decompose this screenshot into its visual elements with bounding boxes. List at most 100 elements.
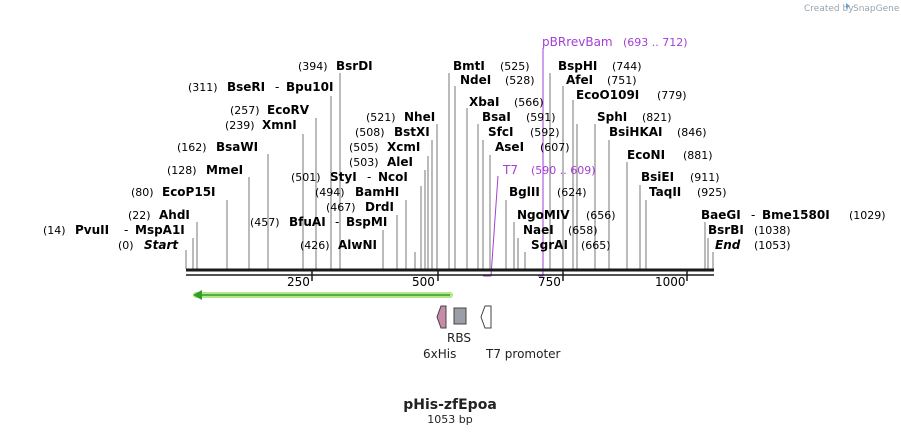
enzyme-position: (14) <box>43 224 66 237</box>
enzyme-name[interactable]: BsaI <box>482 110 511 124</box>
ruler-label: 250 <box>287 275 310 289</box>
enzyme-position: (846) <box>677 126 707 139</box>
enzyme-position: (503) <box>349 156 379 169</box>
features: 6xHis RBS T7 promoter <box>423 305 561 361</box>
primer-range: (693 .. 712) <box>623 36 688 49</box>
enzyme-position: (128) <box>167 164 197 177</box>
enzyme-separator: - <box>124 223 128 237</box>
primer-range: (590 .. 609) <box>531 164 596 177</box>
enzyme-name[interactable]: NheI <box>404 110 435 124</box>
enzyme-name[interactable]: PvuII <box>75 223 109 237</box>
enzyme-separator: - <box>335 215 339 229</box>
enzyme-name-secondary[interactable]: Bme1580I <box>762 208 830 222</box>
enzyme-position: (591) <box>526 111 556 124</box>
enzyme-name[interactable]: XmnI <box>262 118 297 132</box>
enzyme-position: (525) <box>500 60 530 73</box>
orf-arrowhead-icon <box>193 290 202 300</box>
primer-name[interactable]: T7 <box>502 163 518 177</box>
enzyme-name[interactable]: MmeI <box>206 163 243 177</box>
enzyme-position: (779) <box>657 89 687 102</box>
enzyme-name[interactable]: StyI <box>330 170 357 184</box>
snapgene-brand: SnapGene <box>853 4 900 14</box>
ruler-labels: 250 500 750 1000 <box>287 275 686 289</box>
enzyme-position: (505) <box>349 141 379 154</box>
enzyme-name[interactable]: AleI <box>387 155 413 169</box>
feature-label-t7-promoter: T7 promoter <box>485 347 561 361</box>
enzyme-position: (607) <box>540 141 570 154</box>
enzyme-separator: - <box>751 208 755 222</box>
enzyme-position: (665) <box>581 239 611 252</box>
enzyme-position: (467) <box>326 201 356 214</box>
enzyme-name[interactable]: SphI <box>597 110 627 124</box>
enzyme-name[interactable]: XbaI <box>469 95 499 109</box>
enzyme-position: (22) <box>128 209 151 222</box>
enzyme-separator: - <box>367 170 371 184</box>
enzyme-name[interactable]: SgrAI <box>531 238 568 252</box>
snapgene-credit: Created by SnapGene <box>804 3 900 14</box>
enzyme-name[interactable]: TaqII <box>649 185 681 199</box>
enzyme-position: (656) <box>586 209 616 222</box>
enzyme-name[interactable]: NdeI <box>460 73 491 87</box>
enzyme-position: (521) <box>366 111 396 124</box>
feature-label-6xhis: 6xHis <box>423 347 456 361</box>
enzyme-name[interactable]: BsiEI <box>641 170 674 184</box>
enzyme-position: (1038) <box>754 224 791 237</box>
enzyme-labels-left: (394) BsrDI (311) BseRI - Bpu10I (257) E… <box>43 59 373 252</box>
enzyme-name[interactable]: BamHI <box>355 185 399 199</box>
primer-name[interactable]: pBRrevBam <box>542 35 613 49</box>
t7-promoter-feature-icon[interactable] <box>480 305 492 329</box>
enzyme-name[interactable]: NaeI <box>523 223 554 237</box>
enzyme-name[interactable]: EcoRV <box>267 103 310 117</box>
map-title-block: pHis-zfEpoa 1053 bp <box>403 397 497 426</box>
enzyme-name-secondary[interactable]: MspA1I <box>135 223 185 237</box>
enzyme-position: (80) <box>131 186 154 199</box>
enzyme-name[interactable]: EcoO109I <box>576 88 639 102</box>
enzyme-position: (494) <box>315 186 345 199</box>
enzyme-position: (501) <box>291 171 321 184</box>
enzyme-name[interactable]: AlwNI <box>338 238 377 252</box>
enzyme-name[interactable]: BmtI <box>453 59 485 73</box>
enzyme-name[interactable]: EcoP15I <box>162 185 216 199</box>
enzyme-name[interactable]: BstXI <box>394 125 430 139</box>
enzyme-name[interactable]: BfuAI <box>289 215 326 229</box>
enzyme-name[interactable]: BsrDI <box>336 59 373 73</box>
enzyme-position: (1053) <box>754 239 791 252</box>
enzyme-position: (881) <box>683 149 713 162</box>
enzyme-name[interactable]: BspHI <box>558 59 597 73</box>
ruler-label: 500 <box>412 275 435 289</box>
rbs-feature-icon[interactable] <box>453 307 467 325</box>
enzyme-position: (394) <box>298 60 328 73</box>
enzyme-name[interactable]: DrdI <box>365 200 394 214</box>
enzyme-name[interactable]: BsaWI <box>216 140 258 154</box>
backbone <box>186 268 714 281</box>
enzyme-labels-right: BspHI (744) AfeI (751) EcoO109I (779) Sp… <box>558 59 886 252</box>
his-tag-feature-icon[interactable] <box>436 305 447 329</box>
enzyme-name[interactable]: BglII <box>509 185 540 199</box>
enzyme-name[interactable]: AhdI <box>159 208 190 222</box>
enzyme-position: (162) <box>177 141 207 154</box>
enzyme-position: (528) <box>505 74 535 87</box>
enzyme-name[interactable]: EcoNI <box>627 148 665 162</box>
enzyme-labels-middle: (521) NheI (508) BstXI (505) XcmI (503) … <box>250 59 616 252</box>
enzyme-name-secondary[interactable]: BspMI <box>346 215 387 229</box>
enzyme-position: (508) <box>355 126 385 139</box>
enzyme-name[interactable]: XcmI <box>387 140 420 154</box>
enzyme-name-secondary[interactable]: NcoI <box>378 170 408 184</box>
map-length: 1053 bp <box>427 413 472 426</box>
enzyme-position: (658) <box>568 224 598 237</box>
enzyme-name[interactable]: BaeGI <box>701 208 741 222</box>
enzyme-name-secondary[interactable]: Bpu10I <box>286 80 333 94</box>
enzyme-name[interactable]: AfeI <box>566 73 593 87</box>
primer-labels: pBRrevBam (693 .. 712) T7 (590 .. 609) <box>502 35 688 177</box>
map-title: pHis-zfEpoa <box>403 397 497 413</box>
enzyme-name[interactable]: BsrBI <box>708 223 744 237</box>
enzyme-name[interactable]: NgoMIV <box>517 208 570 222</box>
primer-t7-mark <box>483 175 499 277</box>
enzyme-name[interactable]: AseI <box>495 140 524 154</box>
enzyme-name[interactable]: SfcI <box>488 125 513 139</box>
sequence-start-label: Start <box>144 238 179 252</box>
enzyme-name[interactable]: BseRI <box>227 80 265 94</box>
enzyme-name[interactable]: BsiHKAI <box>609 125 663 139</box>
ruler-label: 750 <box>538 275 561 289</box>
orf-arrow[interactable] <box>193 290 453 300</box>
